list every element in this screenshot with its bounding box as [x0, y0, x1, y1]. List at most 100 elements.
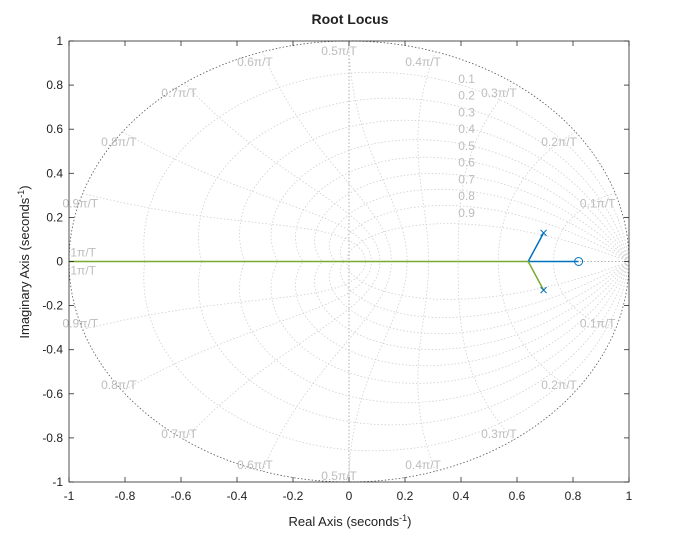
damping-curve-upper: [295, 156, 630, 262]
x-tick-label: -0.6: [171, 489, 192, 503]
x-tick-label: 0.8: [565, 489, 582, 503]
x-tick-label: 0.6: [509, 489, 526, 503]
y-axis-label-close: ): [17, 185, 32, 189]
natural-freq-curve-upper: [417, 51, 436, 262]
svg-text:Real Axis (seconds-1): Real Axis (seconds-1): [289, 513, 412, 529]
natural-freq-curve-upper: [262, 51, 392, 262]
y-tick-label: 0.6: [46, 122, 63, 136]
natural-freq-label-upper: 0.4π/T: [405, 55, 441, 69]
damping-curve-lower: [346, 261, 630, 300]
locus-branch-2: [69, 260, 545, 291]
svg-text:Imaginary Axis (seconds-1): Imaginary Axis (seconds-1): [16, 185, 32, 338]
y-tick-label: -0.8: [42, 431, 63, 445]
damping-label: 0.4: [458, 122, 475, 136]
y-tick-label: -1: [52, 475, 63, 489]
x-tick-label: -0.4: [227, 489, 248, 503]
natural-freq-label-upper: 0.1π/T: [580, 196, 616, 210]
y-tick-label: -0.6: [42, 387, 63, 401]
natural-freq-label-lower: 1π/T: [70, 264, 96, 278]
x-tick-label: 0.4: [453, 489, 470, 503]
natural-freq-label-lower: 0.3π/T: [481, 427, 517, 441]
natural-freq-label-lower: 0.9π/T: [63, 317, 99, 331]
natural-freq-label-lower: 0.4π/T: [405, 458, 441, 472]
damping-curve-upper: [239, 119, 630, 262]
natural-freq-curve-upper: [122, 131, 373, 262]
y-axis-label: Imaginary Axis (seconds-1): [16, 185, 32, 338]
x-tick-label: -0.8: [115, 489, 136, 503]
natural-freq-label-lower: 0.7π/T: [161, 427, 197, 441]
pole-zero-markers: [540, 229, 584, 294]
pole-marker: [540, 286, 547, 294]
x-axis-label-close: ): [407, 514, 411, 529]
natural-freq-curve-upper: [348, 40, 408, 262]
zero-marker: [574, 257, 584, 266]
damping-label: 0.3: [458, 105, 475, 119]
pole-marker: [540, 229, 547, 237]
x-axis-label: Real Axis (seconds-1): [289, 513, 412, 529]
damping-label: 0.6: [458, 156, 475, 170]
natural-freq-curve-lower: [184, 261, 381, 441]
natural-freq-curve-upper: [184, 82, 381, 262]
damping-curve-lower: [143, 261, 630, 452]
natural-freq-label-upper: 0.3π/T: [481, 86, 517, 100]
zgrid-labels: 0.1 0.2 0.3 0.4 0.5 0.6 0.7 0.8 0.9 0.1π/T 0.1π/T 0…: [63, 44, 617, 483]
damping-curve-upper: [143, 71, 630, 262]
y-tick-label: 0.8: [46, 78, 63, 92]
damping-label: 0.2: [458, 89, 475, 103]
chart-title: Root Locus: [312, 11, 389, 27]
natural-freq-label-lower: 0.8π/T: [101, 378, 137, 392]
damping-curve-lower: [314, 261, 630, 350]
axis-ticks: -1 -0.8 -0.6 -0.4 -0.2 0 0.2 0.4 0.6 0.8 1 -1 -0.8 -0…: [42, 34, 632, 503]
y-tick-label: 0.4: [46, 166, 63, 180]
natural-freq-label-upper: 0.8π/T: [101, 135, 137, 149]
natural-freq-curve-lower: [262, 261, 392, 472]
x-axis-label-sup: -1: [399, 513, 407, 523]
natural-freq-label-lower: 0.5π/T: [321, 469, 357, 483]
y-tick-label: 0.2: [46, 210, 63, 224]
damping-label: 0.1: [458, 72, 475, 86]
damping-curve-lower: [295, 261, 630, 367]
damping-curve-lower: [239, 261, 630, 404]
damping-curve-upper: [198, 97, 630, 262]
natural-freq-label-lower: 0.2π/T: [541, 378, 577, 392]
natural-freq-curve-lower: [82, 261, 366, 331]
y-tick-label: -0.4: [42, 343, 63, 357]
y-tick-label: -0.2: [42, 299, 63, 313]
y-axis-label-sup: -1: [16, 190, 26, 198]
x-tick-label: 0.2: [397, 489, 414, 503]
damping-curve-lower: [339, 261, 630, 318]
natural-freq-curve-upper: [82, 192, 366, 262]
natural-freq-curve-upper: [497, 131, 576, 262]
x-tick-label: 0: [346, 489, 353, 503]
natural-freq-label-lower: 0.1π/T: [580, 317, 616, 331]
y-tick-label: 1: [56, 34, 63, 48]
natural-freq-label-upper: 0.2π/T: [541, 135, 577, 149]
natural-freq-label-upper: 1π/T: [70, 246, 96, 260]
natural-freq-curve-lower: [122, 261, 373, 392]
x-tick-label: -1: [64, 489, 75, 503]
x-tick-label: -0.2: [283, 489, 304, 503]
damping-curve-upper: [339, 205, 630, 262]
natural-freq-label-upper: 0.6π/T: [237, 55, 273, 69]
damping-label: 0.8: [458, 189, 475, 203]
damping-curve-upper: [314, 173, 630, 262]
damping-label: 0.7: [458, 172, 475, 186]
locus-series: [69, 232, 579, 291]
natural-freq-curve-lower: [417, 261, 436, 472]
y-tick-label: 0: [56, 255, 63, 269]
damping-curve-upper: [346, 223, 630, 262]
natural-freq-curve-lower: [457, 261, 514, 441]
natural-freq-label-upper: 0.9π/T: [63, 196, 99, 210]
natural-freq-curve-lower: [348, 261, 408, 483]
damping-label: 0.9: [458, 206, 475, 220]
damping-curve-lower: [198, 261, 630, 426]
natural-freq-label-upper: 0.5π/T: [321, 44, 357, 58]
natural-freq-curve-lower: [497, 261, 576, 392]
damping-label: 0.5: [458, 139, 475, 153]
y-axis-label-text: Imaginary Axis (seconds: [17, 197, 32, 338]
natural-freq-label-lower: 0.6π/T: [237, 458, 273, 472]
x-axis-label-text: Real Axis (seconds: [289, 514, 400, 529]
x-tick-label: 1: [626, 489, 633, 503]
natural-freq-label-upper: 0.7π/T: [161, 86, 197, 100]
